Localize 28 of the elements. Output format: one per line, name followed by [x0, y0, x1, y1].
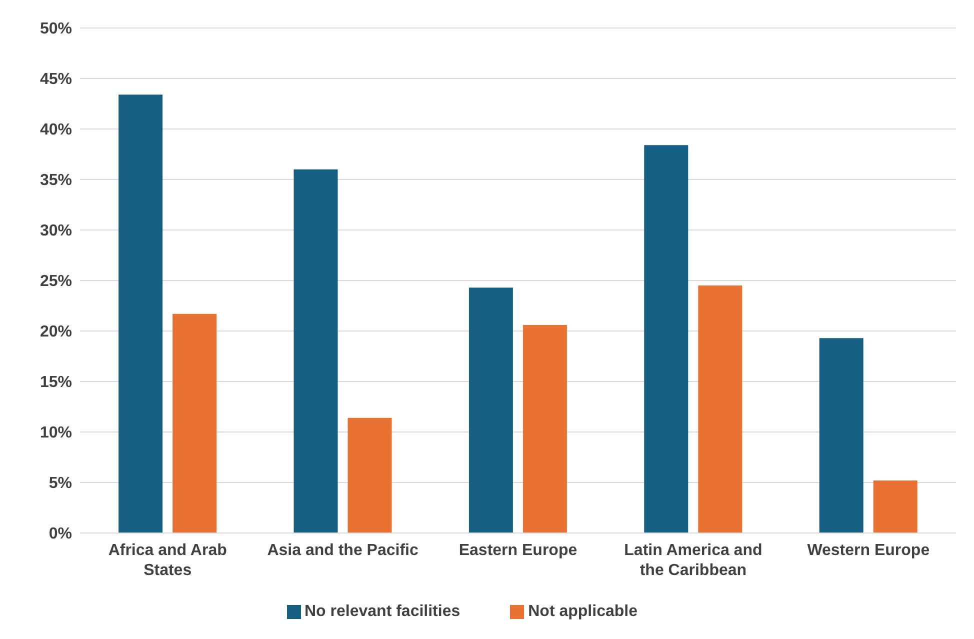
y-tick-label: 10% [40, 424, 72, 442]
x-tick-label: Eastern Europe [458, 542, 578, 559]
x-tick-label: Western Europe [807, 542, 930, 559]
bar [698, 286, 742, 533]
legend-label: No relevant facilities [304, 603, 460, 620]
bar [644, 145, 688, 533]
bar [468, 288, 513, 533]
x-tick-label: Africa and Arab States [108, 542, 228, 579]
legend-label: Not applicable [528, 603, 638, 620]
x-tick-label: Asia and the Pacific [267, 542, 418, 559]
y-tick-label: 45% [40, 71, 72, 88]
y-tick-label: 0% [48, 526, 72, 543]
bar [873, 480, 918, 533]
y-tick-label: 30% [40, 222, 72, 240]
y-tick-label: 5% [48, 475, 72, 492]
y-tick-label: 40% [40, 122, 72, 139]
y-tick-label: 15% [40, 374, 72, 392]
bar [294, 169, 338, 533]
bar [522, 324, 567, 533]
y-tick-label: 20% [40, 324, 72, 341]
bar [819, 338, 864, 533]
bar [348, 418, 392, 533]
x-tick-label: Latin America and the Caribbean [624, 542, 762, 579]
y-tick-label: 25% [40, 273, 72, 290]
y-tick-label: 35% [40, 172, 72, 190]
bar [172, 314, 217, 533]
y-tick-label: 50% [40, 20, 72, 38]
bar [118, 94, 163, 533]
